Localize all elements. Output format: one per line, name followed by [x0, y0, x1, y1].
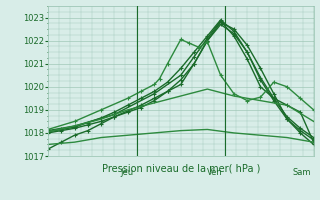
Text: Jeu: Jeu — [121, 168, 134, 177]
X-axis label: Pression niveau de la mer( hPa ): Pression niveau de la mer( hPa ) — [102, 164, 260, 174]
Text: Ven: Ven — [207, 168, 222, 177]
Text: Sam: Sam — [292, 168, 311, 177]
